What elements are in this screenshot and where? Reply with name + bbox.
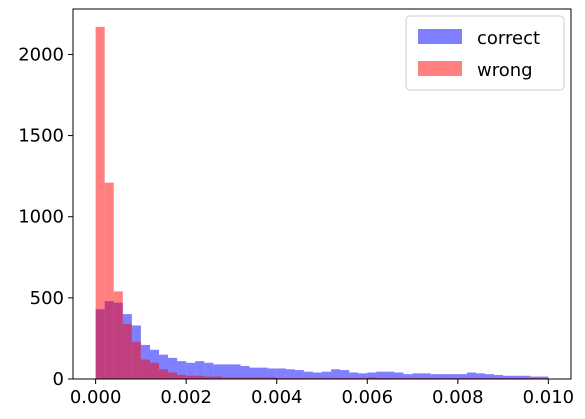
bar-correct-22 — [294, 370, 304, 379]
bar-wrong-11 — [195, 375, 205, 379]
legend-label-correct: correct — [477, 28, 540, 49]
bar-correct-18 — [258, 367, 268, 379]
histogram-bars — [95, 26, 549, 379]
bar-wrong-8 — [168, 372, 178, 379]
bar-correct-16 — [240, 366, 250, 379]
bar-correct-35 — [412, 373, 422, 379]
bar-wrong-16 — [240, 377, 250, 379]
bar-correct-31 — [376, 371, 386, 379]
bar-correct-41 — [466, 372, 476, 379]
bar-wrong-3 — [122, 323, 132, 379]
bar-wrong-13 — [213, 376, 223, 379]
bar-correct-20 — [276, 368, 286, 379]
bar-correct-29 — [358, 373, 368, 379]
legend-label-wrong: wrong — [477, 60, 533, 81]
bar-correct-9 — [177, 361, 187, 379]
bar-wrong-5 — [140, 359, 150, 379]
bar-correct-42 — [475, 373, 485, 379]
bar-correct-36 — [421, 373, 431, 379]
bar-correct-19 — [267, 368, 277, 379]
x-axis: 0.000 0.002 0.004 0.006 0.008 0.010 — [70, 379, 574, 408]
bar-correct-7 — [159, 354, 169, 379]
bar-wrong-4 — [131, 341, 141, 379]
bar-wrong-7 — [159, 369, 169, 379]
bar-correct-30 — [367, 372, 377, 379]
bar-correct-14 — [222, 364, 232, 379]
bar-wrong-15 — [231, 377, 241, 379]
bar-correct-13 — [213, 364, 223, 379]
bar-correct-44 — [494, 374, 504, 379]
bar-correct-40 — [457, 374, 467, 379]
bar-correct-11 — [195, 361, 205, 379]
bar-wrong-17 — [249, 377, 259, 379]
bar-wrong-0 — [95, 26, 105, 379]
x-tick-label: 0.008 — [432, 387, 484, 408]
bar-wrong-10 — [186, 375, 196, 379]
legend-swatch-correct — [418, 29, 462, 44]
x-tick-label: 0.002 — [160, 387, 212, 408]
bar-correct-39 — [448, 374, 458, 379]
bar-correct-46 — [512, 375, 522, 379]
bar-correct-45 — [503, 375, 513, 379]
bar-correct-17 — [249, 367, 259, 379]
bar-correct-8 — [168, 357, 178, 379]
bar-correct-26 — [331, 369, 341, 379]
bar-correct-25 — [322, 371, 332, 379]
bar-correct-32 — [385, 371, 395, 379]
y-axis: 0 500 1000 1500 2000 — [18, 44, 73, 390]
y-tick-label: 1500 — [18, 126, 64, 147]
bar-correct-27 — [340, 370, 350, 379]
bar-wrong-30 — [367, 377, 377, 379]
bar-correct-10 — [186, 362, 196, 379]
bar-correct-23 — [303, 371, 313, 379]
bar-wrong-2 — [113, 291, 123, 379]
bar-correct-47 — [521, 375, 531, 379]
legend-swatch-wrong — [418, 61, 462, 76]
bar-wrong-14 — [222, 377, 232, 379]
bar-correct-49 — [539, 376, 549, 379]
bar-correct-24 — [312, 372, 322, 379]
bar-correct-43 — [484, 374, 495, 379]
bar-correct-48 — [530, 376, 540, 379]
legend: correct wrong — [405, 15, 565, 91]
bar-wrong-9 — [177, 374, 187, 379]
y-tick-label: 2000 — [18, 44, 64, 65]
y-tick-label: 500 — [30, 288, 64, 309]
axes-frame — [72, 8, 572, 380]
x-tick-label: 0.010 — [523, 387, 575, 408]
bar-correct-37 — [430, 374, 440, 379]
bar-correct-21 — [285, 369, 295, 379]
y-tick-label: 1000 — [18, 207, 64, 228]
x-tick-label: 0.006 — [342, 387, 394, 408]
bar-correct-15 — [231, 364, 241, 379]
bar-wrong-19 — [267, 377, 277, 379]
bar-correct-28 — [349, 372, 359, 379]
bar-correct-38 — [439, 374, 449, 379]
bar-wrong-6 — [149, 362, 160, 379]
bar-correct-34 — [403, 374, 413, 379]
y-tick-label: 0 — [53, 369, 64, 390]
x-tick-label: 0.000 — [70, 387, 122, 408]
bar-wrong-1 — [104, 182, 114, 379]
bar-wrong-18 — [258, 377, 268, 379]
bar-correct-12 — [204, 362, 214, 379]
bar-wrong-12 — [204, 376, 214, 379]
bar-correct-33 — [394, 372, 404, 379]
x-tick-label: 0.004 — [251, 387, 303, 408]
